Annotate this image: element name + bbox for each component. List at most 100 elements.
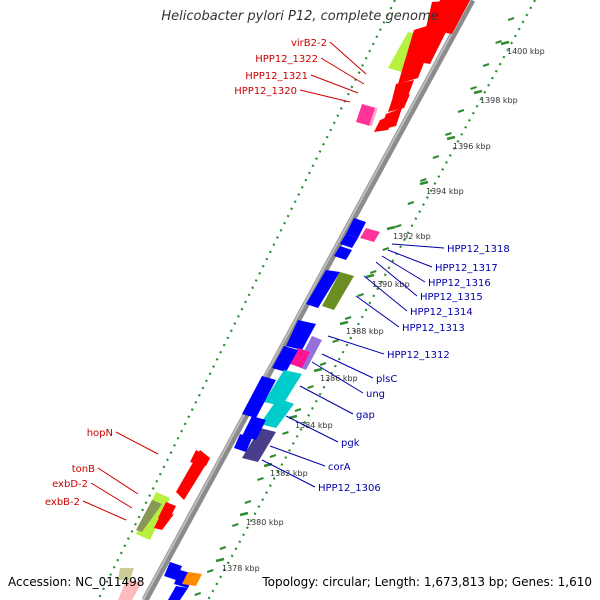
scale-tick (446, 135, 456, 141)
gene-label-right[interactable]: HPP12_1317 (435, 263, 498, 274)
gene-label-right[interactable]: corA (328, 462, 351, 473)
scale-tick-label: 1380 kbp (246, 518, 284, 527)
gene-label-left[interactable]: exbB-2 (45, 497, 80, 508)
scale-tick (339, 320, 349, 326)
gene-blue-mid[interactable] (272, 346, 298, 372)
gene-HPP12-1306[interactable] (242, 416, 266, 440)
label-leader (363, 275, 408, 312)
gene-HPP12-1318[interactable] (346, 218, 366, 238)
scale-tick-label: 1388 kbp (346, 327, 384, 336)
scale-tick (419, 180, 429, 186)
label-leader (269, 445, 326, 467)
label-leader (375, 261, 418, 297)
scale-minor-tick (219, 546, 227, 550)
gene-bottom-pink[interactable] (118, 580, 142, 600)
gene-pgk[interactable] (260, 398, 294, 428)
label-leader (299, 385, 354, 415)
scale-minor-tick (282, 431, 289, 435)
gene-HPP12-1317[interactable] (340, 234, 358, 248)
gene-label-left[interactable]: virB2-2 (291, 38, 327, 49)
scale-tick-label: 1392 kbp (393, 232, 431, 241)
gene-label-right[interactable]: pgk (341, 438, 360, 449)
scale-dotted-ring (207, 0, 536, 600)
gene-label-right[interactable]: HPP12_1314 (410, 307, 473, 318)
map-title: Helicobacter pylori P12, complete genome (161, 9, 439, 24)
gene-blue-b[interactable] (234, 434, 252, 452)
gene-HPP12-1316[interactable] (360, 228, 380, 242)
gene-label-right[interactable]: HPP12_1306 (318, 483, 381, 494)
gene-label-right[interactable]: HPP12_1316 (428, 278, 491, 289)
scale-minor-tick (432, 155, 440, 159)
scale-tick-label: 1396 kbp (453, 142, 491, 151)
gene-orange-bottom[interactable] (182, 572, 202, 586)
scale-minor-tick (357, 293, 364, 297)
scale-minor-tick (257, 477, 264, 481)
gene-label-right[interactable]: HPP12_1313 (402, 323, 465, 334)
gene-HPP12-1313[interactable] (322, 272, 354, 310)
scale-minor-tick (470, 86, 477, 90)
gene-label-right[interactable]: HPP12_1318 (447, 244, 510, 255)
gene-label-left[interactable]: tonB (72, 464, 95, 475)
gene-label-left[interactable]: HPP12_1322 (255, 54, 318, 65)
gene-label-right[interactable]: ung (366, 389, 385, 400)
gene-exbB-2[interactable] (154, 514, 174, 530)
gene-ung[interactable] (290, 348, 310, 368)
label-leader (327, 335, 385, 355)
reverse-genes (164, 0, 470, 600)
label-leader (387, 249, 433, 268)
scale-minor-tick (482, 63, 490, 67)
gene-label-left[interactable]: hopN (87, 428, 113, 439)
gene-pink-top-light[interactable] (369, 108, 378, 126)
gene-label-left[interactable]: HPP12_1320 (234, 86, 297, 97)
gene-bottom-tan[interactable] (118, 568, 134, 580)
scale-minor-tick (507, 17, 515, 21)
label-leader (381, 255, 426, 283)
label-leader (285, 415, 339, 443)
label-leader-lines (82, 41, 445, 521)
scale-minor-tick (294, 408, 302, 412)
label-leader (97, 467, 139, 495)
scale-minor-tick (445, 132, 452, 136)
label-leader (310, 74, 359, 94)
gene-HPP12-1321[interactable] (392, 80, 414, 100)
gene-label-right[interactable]: gap (356, 410, 375, 421)
scale-minor-tick (206, 569, 214, 573)
gene-label-right[interactable]: HPP12_1312 (387, 350, 450, 361)
scale-tick-label: 1390 kbp (372, 280, 410, 289)
right-gene-labels: HPP12_1318 HPP12_1317 HPP12_1316 HPP12_1315… (318, 244, 510, 494)
gene-gap[interactable] (264, 370, 302, 406)
scale-tick-label: 1384 kbp (295, 421, 333, 430)
scale-minor-tick (420, 178, 427, 182)
label-leader (329, 41, 367, 75)
gene-forward-mid[interactable] (374, 114, 396, 132)
accession-text: Accession: NC_011498 (8, 575, 145, 589)
gene-HPP12-1314[interactable] (306, 270, 340, 308)
label-leader (321, 353, 374, 379)
scale-tick-label: 1394 kbp (426, 187, 464, 196)
scale-minor-tick (457, 109, 465, 113)
gene-corA[interactable] (242, 428, 276, 462)
scale-tick (365, 273, 375, 279)
gene-HPP12-1320[interactable] (388, 94, 410, 112)
scale-tick-label: 1378 kbp (222, 564, 260, 573)
gene-HPP12-1315[interactable] (334, 246, 352, 260)
gene-label-left[interactable]: HPP12_1321 (245, 71, 308, 82)
gene-blue-a[interactable] (242, 376, 276, 418)
gene-label-right[interactable]: HPP12_1315 (420, 292, 483, 303)
scale-minor-tick (269, 454, 277, 458)
gene-blue-bottom-c[interactable] (168, 586, 188, 600)
gene-hopN-arrow[interactable] (190, 450, 210, 466)
label-leader (82, 500, 127, 521)
gene-blue-bottom-a[interactable] (164, 562, 182, 580)
gene-HPP12-1312[interactable] (286, 320, 316, 350)
label-leader (355, 295, 400, 328)
label-leader (90, 482, 133, 509)
gene-tonB-dark[interactable] (136, 500, 162, 532)
scale-minor-tick (194, 592, 202, 596)
label-leader (261, 459, 316, 488)
gene-label-left[interactable]: exbD-2 (52, 479, 88, 490)
gene-forward-upper-right[interactable] (432, 0, 470, 34)
scale-minor-tick (244, 500, 252, 504)
gene-label-right[interactable]: plsC (376, 374, 397, 385)
